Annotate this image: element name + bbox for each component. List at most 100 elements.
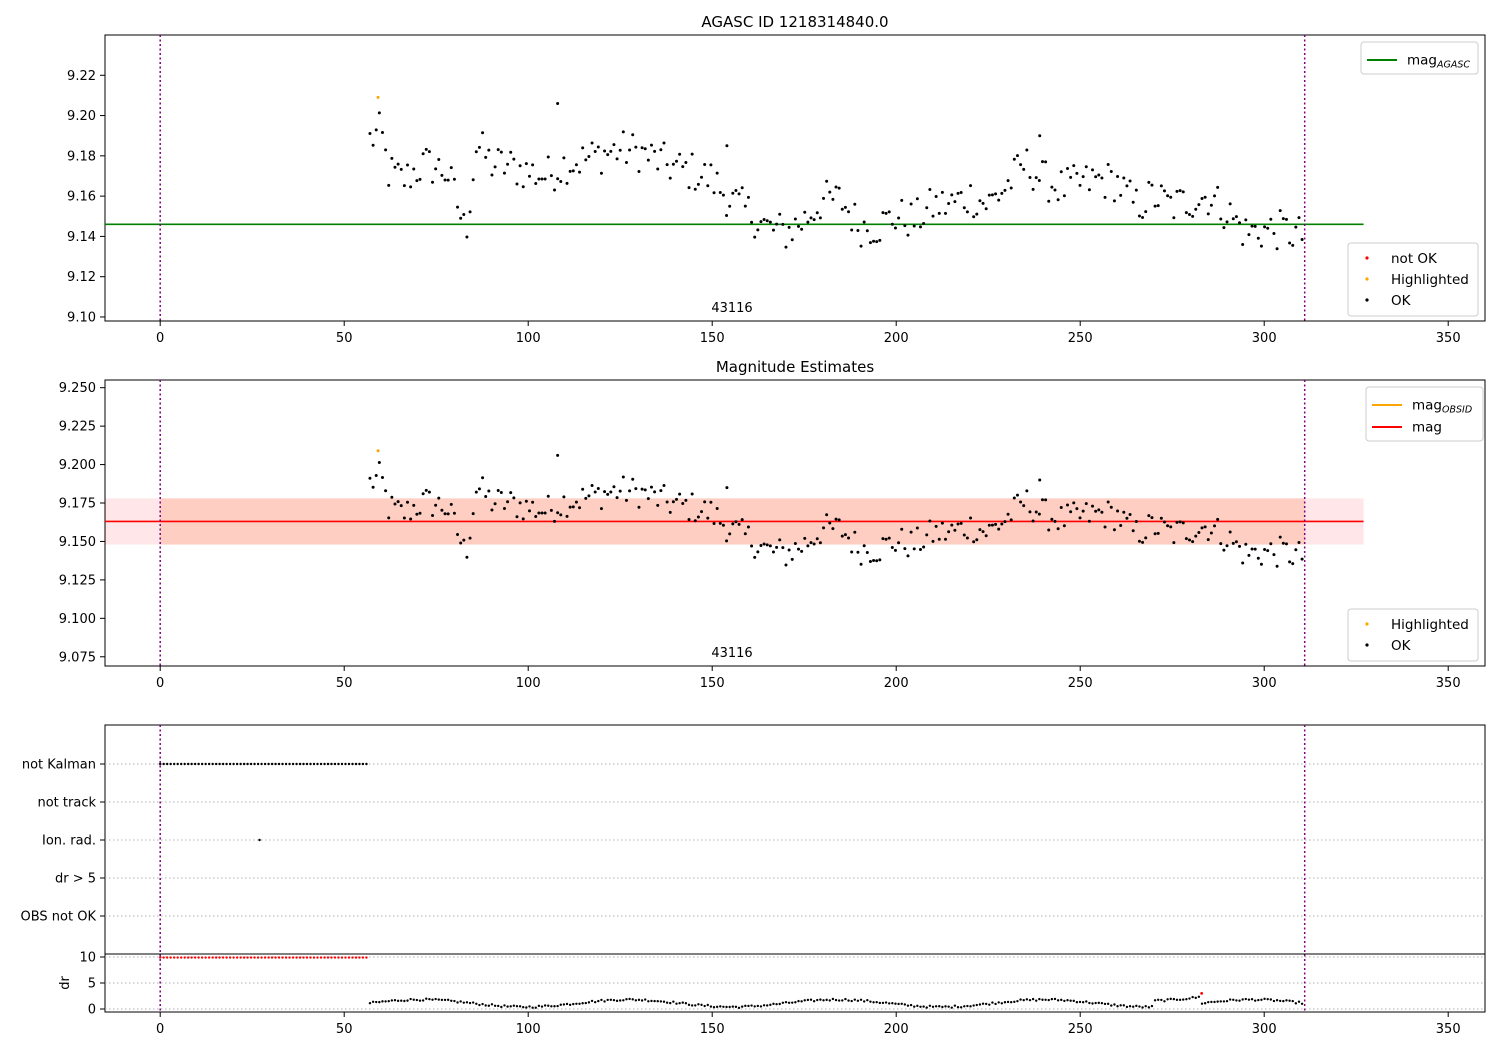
ok-point (421, 492, 425, 496)
ok-point (1275, 564, 1279, 568)
ok-point (643, 147, 647, 151)
ok-point (637, 505, 641, 509)
ok-point (994, 522, 998, 526)
panel1-legend-lines: magAGASC (1360, 41, 1479, 75)
dr-point (550, 1005, 553, 1008)
ok-point (1300, 237, 1304, 241)
ok-point (1109, 170, 1113, 174)
ok-point (765, 219, 769, 223)
ok-point (1075, 507, 1079, 511)
dr-point (487, 1004, 491, 1007)
not-kalman-point (309, 762, 312, 766)
ok-point (703, 500, 707, 504)
ok-point (1266, 226, 1270, 230)
ok-point (1034, 176, 1038, 180)
dr-highlight-point (1200, 992, 1204, 995)
dr-point (471, 1001, 475, 1004)
dr-point (1022, 998, 1025, 1002)
ok-point (409, 517, 413, 521)
ok-point (834, 185, 838, 189)
ok-point (987, 523, 991, 527)
ok-point (1144, 210, 1148, 214)
dr-point (1025, 998, 1029, 1001)
dr-not-ok-point (218, 956, 221, 959)
dr-point (581, 1002, 584, 1005)
panel2-title: Magnitude Estimates (716, 358, 874, 376)
dr-point (731, 1005, 735, 1008)
dr-point (481, 1002, 484, 1006)
not-kalman-point (193, 762, 197, 766)
ok-point (931, 539, 935, 543)
ok-point (1116, 509, 1120, 513)
dr-point (556, 1004, 559, 1008)
ok-point (1047, 528, 1051, 532)
ok-point (484, 155, 488, 159)
ok-point (1028, 510, 1032, 514)
ok-point (1119, 193, 1123, 197)
ok-point (562, 156, 566, 160)
dr-point (909, 1003, 913, 1007)
ok-point (409, 185, 413, 189)
ok-point (1028, 176, 1032, 180)
ok-point (1222, 226, 1226, 230)
ok-point (790, 557, 794, 561)
ok-point (377, 461, 381, 465)
ok-point (709, 500, 713, 504)
dr-point (534, 1006, 537, 1009)
dr-not-ok-point (176, 956, 179, 959)
ok-point (568, 505, 572, 509)
dr-not-ok-point (214, 956, 218, 959)
dr-point (1053, 997, 1057, 1001)
ok-point (1247, 233, 1251, 237)
ok-point (615, 157, 619, 161)
category-label: not Kalman (22, 758, 96, 773)
ok-point (681, 165, 685, 169)
ok-point (1000, 522, 1004, 526)
dr-point (1013, 1000, 1016, 1004)
dr-point (816, 998, 819, 1002)
not-kalman-point (358, 762, 361, 766)
dr-point (744, 1004, 747, 1008)
ok-point (765, 543, 769, 547)
ok-point (881, 537, 885, 541)
ok-point (1200, 526, 1204, 530)
dr-not-ok-point (288, 956, 291, 959)
ok-point (784, 563, 788, 567)
ok-point (1103, 195, 1107, 199)
ok-point (1194, 207, 1198, 211)
category-label: dr > 5 (55, 872, 96, 887)
not-kalman-point (302, 762, 305, 766)
ok-point (446, 512, 450, 516)
not-kalman-point (365, 762, 368, 766)
ok-point (840, 534, 844, 538)
ok-point (990, 523, 994, 527)
dr-point (562, 1003, 566, 1006)
dr-point (834, 998, 838, 1002)
dr-not-ok-point (179, 956, 183, 959)
dr-point (543, 1004, 547, 1007)
dr-point (600, 998, 603, 1002)
ok-point (1206, 212, 1210, 216)
dr-point (1119, 1004, 1122, 1007)
ok-point (721, 523, 725, 527)
ok-point (502, 506, 506, 510)
ok-point (903, 224, 907, 228)
ok-point (828, 190, 832, 194)
panel1-legend-markers: not OK Highlighted OK (1347, 242, 1479, 317)
ok-point (1203, 195, 1207, 199)
legend-box (1347, 608, 1479, 662)
dr-point (1188, 997, 1191, 1000)
ok-point (956, 522, 960, 526)
ok-point (1288, 560, 1292, 564)
ok-point (718, 191, 722, 195)
not-kalman-point (256, 762, 260, 766)
ok-point (815, 537, 819, 541)
ok-point (534, 514, 538, 518)
dr-not-ok-point (358, 956, 361, 959)
dr-point (1116, 1005, 1119, 1008)
ok-point (484, 495, 488, 499)
dr-not-ok-point (281, 956, 284, 959)
ok-point (1256, 556, 1260, 560)
ok-point (405, 163, 409, 167)
dr-point (706, 1003, 709, 1007)
